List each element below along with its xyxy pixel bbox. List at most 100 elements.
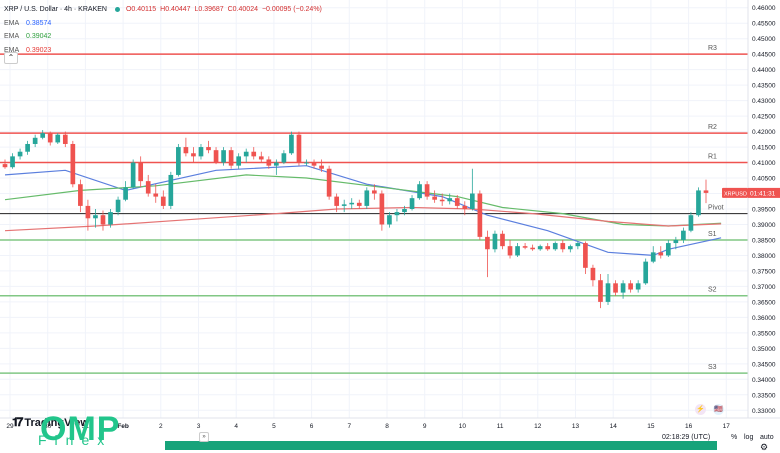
log-toggle[interactable]: log (744, 434, 754, 441)
price-tick-label: 0.46000 (752, 5, 776, 12)
chart-grid (0, 0, 748, 418)
candle-body (183, 147, 189, 154)
candle-body (62, 134, 68, 144)
candle (62, 131, 68, 148)
price-axis-bg (748, 0, 780, 418)
candle (198, 143, 204, 160)
candle (2, 159, 8, 169)
us-flag-icon[interactable]: 🇺🇸 (713, 404, 724, 415)
candle-body (417, 184, 422, 199)
market-open-icon (114, 7, 120, 13)
candle-body (379, 193, 385, 225)
candle (620, 280, 626, 299)
candle (78, 179, 83, 213)
candle-body (402, 209, 407, 213)
candle-body (469, 193, 475, 209)
time-tick-label: 9 (423, 423, 427, 430)
clock-readout[interactable]: 02:18:29 (UTC) (662, 434, 711, 441)
candle-body (108, 212, 113, 225)
candle (236, 153, 242, 169)
candle (590, 264, 596, 287)
candle (673, 236, 679, 250)
candle (40, 130, 46, 140)
price-tick-label: 0.39500 (752, 207, 776, 214)
candle-body (424, 184, 430, 197)
candlesticks (2, 130, 709, 309)
price-tick-label: 0.44000 (752, 67, 776, 74)
candle (409, 195, 415, 211)
price-tick-label: 0.33000 (752, 408, 776, 415)
candle (417, 181, 422, 200)
candle-body (138, 162, 144, 182)
candle (522, 243, 528, 250)
candle-body (85, 205, 91, 219)
open-value: O0.40115 (125, 6, 157, 13)
auto-toggle[interactable]: auto (760, 434, 774, 441)
candle-body (160, 196, 166, 206)
candle-body (477, 193, 483, 237)
candle (183, 137, 189, 157)
candle (500, 230, 505, 250)
time-tick-label: 8 (385, 423, 389, 430)
candle (191, 147, 196, 163)
candle-body (364, 190, 370, 206)
candle-body (228, 150, 234, 166)
candle (356, 199, 362, 209)
tradingview-watermark: 𝟏𝟕 TradingView (12, 415, 89, 430)
price-tick-label: 0.45500 (752, 21, 776, 28)
time-tick-label: 6 (310, 423, 314, 430)
ema-label: EMA (4, 19, 20, 27)
tradingview-text: TradingView (24, 416, 89, 429)
ema-row-1[interactable]: EMA 0.38574 (4, 17, 324, 31)
candle-body (643, 261, 649, 284)
candle-body (70, 143, 76, 185)
candle-body (289, 134, 294, 154)
price-tick-label: 0.41500 (752, 145, 776, 152)
candle (552, 241, 558, 251)
time-tick-label: 15 (647, 423, 655, 430)
candle-body (153, 193, 159, 197)
candle-body (507, 246, 513, 256)
candle (545, 243, 551, 251)
candle (681, 227, 686, 244)
price-tick-label: 0.39000 (752, 222, 776, 229)
candle (17, 148, 23, 160)
countdown-tag (748, 187, 780, 198)
level-label-r3: R3 (708, 45, 717, 52)
ema-row-2[interactable]: EMA 0.39042 (4, 30, 324, 44)
candle-body (198, 147, 204, 157)
candle (274, 159, 279, 175)
percent-toggle[interactable]: % (731, 434, 738, 441)
ohlc-values: O0.40115 H0.40447 L0.39687 C0.40024 −0.0… (126, 3, 324, 17)
candle (628, 280, 633, 293)
price-tick-label: 0.42500 (752, 114, 776, 121)
candle-body (560, 243, 566, 250)
candle (605, 274, 611, 305)
scroll-right-button[interactable]: » (199, 432, 209, 442)
candle (560, 239, 566, 253)
flash-icon[interactable]: ⚡ (695, 404, 706, 415)
candle (650, 246, 656, 264)
price-tick-label: 0.38500 (752, 237, 776, 244)
candle-body (213, 150, 219, 163)
price-tick-label: 0.37000 (752, 284, 776, 291)
candle (447, 193, 453, 205)
candle (85, 199, 91, 231)
candle (319, 159, 324, 172)
candle-body (462, 205, 468, 209)
ema-row-3[interactable]: EMA 0.39023 (4, 44, 324, 58)
symbol-price-tag (722, 187, 748, 198)
candle (228, 147, 234, 169)
settings-gear-icon[interactable]: ⚙ (760, 442, 769, 452)
candle (115, 196, 121, 216)
candle (213, 147, 219, 165)
candle (432, 190, 437, 203)
candle (477, 190, 483, 240)
candle-body (598, 280, 603, 302)
candle-body (40, 133, 46, 138)
collapse-legend-button[interactable]: ⌃ (4, 52, 18, 64)
candle-body (221, 150, 226, 163)
level-label-pivot: Pivot (708, 205, 724, 212)
candle-body (55, 134, 61, 143)
